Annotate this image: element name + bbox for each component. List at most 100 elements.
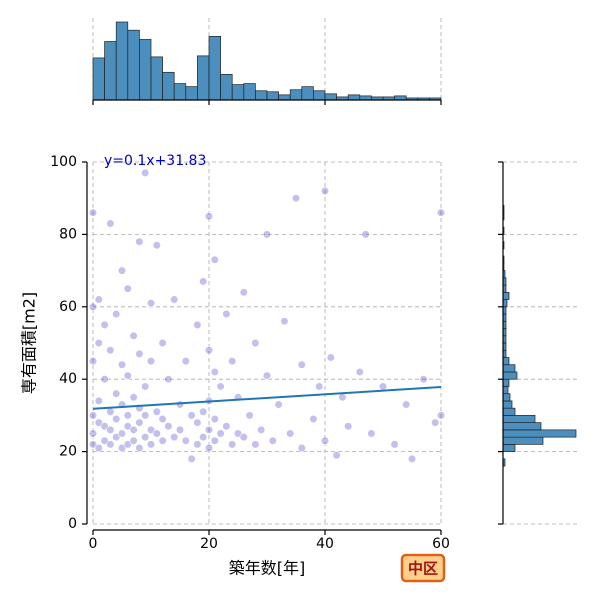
scatter-point — [193, 440, 202, 449]
scatter-point — [152, 429, 161, 438]
scatter-point — [378, 382, 388, 391]
scatter-point — [123, 284, 132, 293]
scatter-point — [355, 367, 364, 377]
x-tick-label: 60 — [432, 536, 450, 552]
scatter-point — [100, 436, 109, 445]
scatter-point — [117, 266, 127, 275]
scatter-point — [338, 393, 347, 402]
scatter-point — [257, 425, 266, 434]
scatter-point — [175, 400, 185, 409]
scatter-point — [390, 440, 399, 449]
scatter-point — [193, 320, 202, 330]
scatter-point — [112, 309, 121, 319]
histogram-bar — [502, 364, 516, 373]
x-axis-label: 築年数[年] — [229, 559, 306, 578]
histogram-bar — [255, 90, 268, 101]
scatter-point — [436, 411, 446, 420]
scatter-point — [88, 208, 98, 217]
histogram-bar — [324, 93, 337, 101]
histogram-bar — [502, 357, 510, 366]
scatter-point — [210, 436, 219, 445]
scatter-point — [88, 357, 98, 366]
y-axis-label: 専有面積[m2] — [20, 292, 39, 394]
scatter-point — [135, 443, 144, 453]
scatter-point — [326, 353, 335, 362]
histogram-bar — [185, 86, 198, 101]
scatter-point — [112, 389, 121, 398]
scatter-point — [431, 418, 440, 427]
scatter-point — [123, 411, 132, 420]
scatter-point — [141, 382, 150, 391]
scatter-point — [141, 433, 150, 442]
scatter-point — [204, 425, 214, 434]
x-tick-label: 0 — [89, 536, 98, 552]
scatter-point — [141, 411, 150, 420]
scatter-point — [199, 407, 208, 416]
scatter-point — [106, 346, 115, 355]
scatter-point — [123, 371, 132, 380]
histogram-bar — [502, 422, 542, 431]
scatter-point — [262, 230, 272, 239]
histogram-bar — [502, 429, 577, 438]
scatter-point — [239, 288, 248, 297]
histogram-bar — [502, 444, 516, 452]
histogram-bar — [150, 56, 163, 101]
histogram-bar — [162, 71, 175, 101]
scatter-point — [106, 425, 115, 434]
scatter-point — [204, 346, 214, 355]
histogram-bar — [502, 436, 544, 445]
scatter-point — [239, 433, 248, 442]
scatter-point — [199, 277, 208, 286]
scatter-point — [419, 375, 428, 384]
scatter-point — [129, 436, 138, 445]
scatter-point — [320, 436, 330, 445]
scatter-point — [170, 433, 179, 442]
histogram-bar — [278, 94, 291, 101]
scatter-point — [297, 360, 306, 369]
scatter-point — [129, 425, 138, 434]
scatter-point — [286, 429, 295, 438]
scatter-point — [268, 436, 277, 445]
scatter-point — [164, 422, 173, 431]
scatter-point — [251, 440, 260, 449]
histogram-bar — [394, 95, 407, 101]
x-tick-label: 40 — [316, 536, 334, 552]
scatter-point — [436, 208, 446, 217]
scatter-point — [181, 357, 190, 366]
scatter-point — [146, 425, 156, 434]
scatter-point — [367, 429, 376, 438]
scatter-point — [94, 418, 103, 427]
scatter-point — [222, 422, 231, 431]
scatter-point — [123, 422, 132, 431]
scatter-point — [94, 338, 103, 348]
histogram-bar — [502, 407, 516, 416]
histogram-bar — [231, 84, 245, 101]
scatter-point — [274, 400, 283, 409]
scatter-point — [315, 382, 324, 391]
histogram-bar — [502, 400, 513, 409]
histogram-bar — [502, 371, 518, 380]
histogram-bar — [502, 386, 509, 395]
scatter-point — [88, 302, 98, 311]
histogram-bar — [502, 291, 510, 300]
scatter-point — [181, 436, 190, 445]
scatter-point — [117, 429, 127, 438]
scatter-point — [100, 320, 109, 330]
scatter-point — [187, 454, 196, 463]
regression-label: y=0.1x+31.83 — [104, 153, 206, 169]
histogram-bar — [104, 41, 117, 101]
scatter-point — [88, 411, 98, 420]
scatter-point — [117, 443, 127, 453]
histogram-bar — [347, 94, 361, 101]
y-tick-label: 60 — [59, 299, 77, 315]
histogram-bar — [301, 86, 314, 101]
scatter-point — [245, 411, 254, 420]
scatter-point — [199, 433, 208, 442]
scatter-point — [106, 219, 115, 228]
badge-box — [400, 553, 446, 583]
scatter-point — [407, 454, 417, 463]
y-tick-label: 20 — [59, 444, 77, 460]
scatter-point — [135, 418, 144, 427]
scatter-point — [106, 407, 115, 416]
y-tick-label: 0 — [68, 516, 77, 532]
